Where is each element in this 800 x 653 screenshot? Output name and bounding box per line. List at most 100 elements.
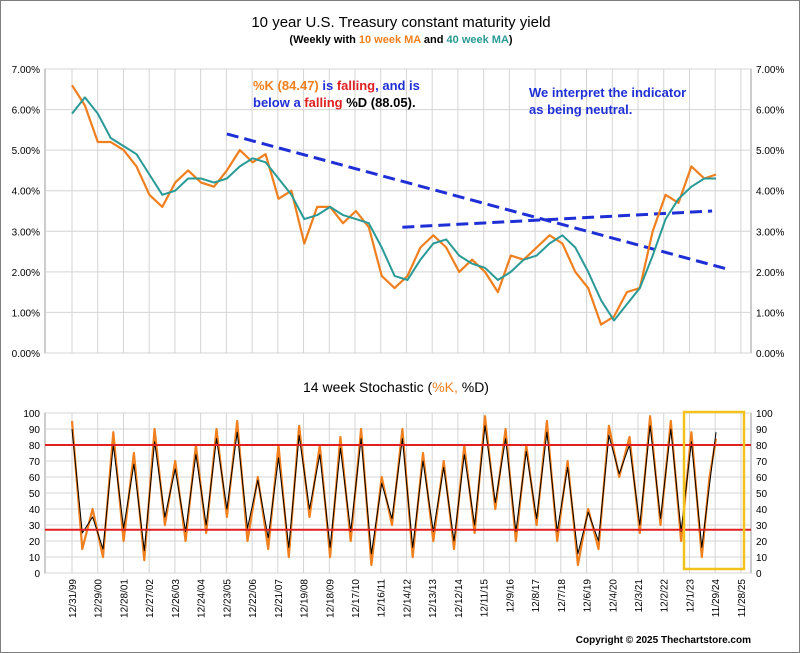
stochastic-ytick-label: 20 <box>756 537 768 548</box>
stochastic-ytick-label: 10 <box>29 553 41 564</box>
date-tick-label: 12/26/03 <box>171 579 182 618</box>
yield-ytick-label: 0.00% <box>756 349 784 360</box>
yield-ytick-label: 3.00% <box>756 227 784 238</box>
subtitle-ma40: 40 week MA <box>447 34 509 46</box>
date-tick-label: 12/21/07 <box>274 579 285 618</box>
date-tick-label: 12/14/12 <box>402 579 413 618</box>
stochastic-ytick-label: 90 <box>756 425 768 436</box>
date-tick-label: 12/31/99 <box>68 579 79 618</box>
k-value-text: %K (84.47) <box>253 78 319 93</box>
stochastic-ytick-label: 80 <box>29 441 41 452</box>
date-tick-label: 12/19/08 <box>300 579 311 618</box>
date-tick-label: 12/17/10 <box>351 579 362 618</box>
yield-ytick-label: 5.00% <box>12 146 40 157</box>
yield-ytick-label: 1.00% <box>756 308 784 319</box>
yield-ytick-label: 4.00% <box>12 187 40 198</box>
stochastic-ytick-label: 30 <box>756 521 768 532</box>
date-tick-label: 12/28/01 <box>119 579 130 618</box>
stoch-title-k: %K, <box>432 379 458 395</box>
subtitle-and: and <box>421 34 447 46</box>
stochastic-ytick-label: 50 <box>756 489 768 500</box>
yield-ytick-labels-right: 0.00% 1.00% 2.00% 3.00% 4.00% 5.00% 6.00% 7.00% <box>756 65 784 360</box>
stochastic-ytick-label: 0 <box>34 569 40 580</box>
date-tick-label: 12/22/06 <box>248 579 259 618</box>
k-falling-text: falling <box>337 78 375 93</box>
stochastic-ytick-label: 40 <box>29 505 41 516</box>
yield-series <box>71 84 717 326</box>
d-falling-text: falling <box>304 95 342 110</box>
d-line <box>71 425 717 555</box>
stochastic-reference-lines <box>45 444 751 531</box>
yield-ytick-label: 5.00% <box>756 146 784 157</box>
date-tick-label: 12/29/00 <box>94 579 105 618</box>
trendlines <box>226 132 731 272</box>
subtitle-prefix: (Weekly with <box>289 34 358 46</box>
yield-ytick-label: 6.00% <box>756 106 784 117</box>
stochastic-ytick-label: 50 <box>29 489 41 500</box>
yield-ytick-labels-left: 0.00% 1.00% 2.00% 3.00% 4.00% 5.00% 6.00% 7.00% <box>12 65 40 360</box>
yield-ytick-label: 0.00% <box>12 349 40 360</box>
stochastic-ytick-label: 90 <box>29 425 41 436</box>
date-tick-label: 12/4/20 <box>608 579 619 613</box>
stochastic-ytick-label: 30 <box>29 521 41 532</box>
date-tick-label: 12/13/13 <box>428 579 439 618</box>
date-tick-label: 12/23/05 <box>222 579 233 618</box>
date-tick-label: 12/7/18 <box>557 579 568 613</box>
stochastic-ytick-label: 70 <box>756 457 768 468</box>
trendline <box>402 209 713 229</box>
yield-ytick-label: 4.00% <box>756 187 784 198</box>
trendline <box>226 132 731 272</box>
stochastic-ytick-label: 70 <box>29 457 41 468</box>
date-tick-label: 12/11/15 <box>480 579 491 618</box>
stochastic-ytick-label: 60 <box>29 473 41 484</box>
date-tick-label: 12/8/17 <box>531 579 542 613</box>
yield-ytick-label: 7.00% <box>12 65 40 76</box>
yield-plot-frame <box>44 68 752 354</box>
yield-ytick-label: 7.00% <box>756 65 784 76</box>
stochastic-ytick-label: 10 <box>756 553 768 564</box>
yield-ytick-label: 2.00% <box>12 268 40 279</box>
highlight-box <box>682 410 746 571</box>
stochastic-ytick-label: 0 <box>756 569 762 580</box>
stochastic-ytick-label: 40 <box>756 505 768 516</box>
yield-ytick-label: 1.00% <box>12 308 40 319</box>
ma40-line <box>71 96 716 322</box>
date-tick-label: 12/24/04 <box>197 579 208 618</box>
date-tick-label: 12/3/21 <box>634 579 645 613</box>
stochastic-series <box>70 415 718 567</box>
yield-gridlines <box>45 68 751 354</box>
ma10-line <box>71 84 717 326</box>
stochastic-ytick-label: 100 <box>23 409 40 420</box>
k-and-text: , and is <box>375 78 420 93</box>
chart-subtitle: (Weekly with 10 week MA and 40 week MA) <box>289 34 513 46</box>
stoch-title-prefix: 14 week Stochastic ( <box>303 379 433 395</box>
stochastic-title: 14 week Stochastic (%K, %D) <box>303 379 489 395</box>
date-tick-label: 12/18/09 <box>325 579 336 618</box>
d-value-text: %D (88.05). <box>343 95 416 110</box>
k-is-text: is <box>319 78 337 93</box>
stochastic-ytick-labels-left: 0 10 20 30 40 50 60 70 80 90 100 <box>23 409 40 580</box>
neutral-annotation-line2: as being neutral. <box>529 102 632 117</box>
stochastic-ytick-labels-right: 0 10 20 30 40 50 60 70 80 90 100 <box>756 409 773 580</box>
date-tick-label: 12/16/11 <box>377 579 388 618</box>
subtitle-suffix: ) <box>509 34 513 46</box>
date-tick-label: 12/1/23 <box>685 579 696 613</box>
date-tick-labels: 12/31/99 12/29/00 12/28/01 12/27/02 12/26/03… <box>68 579 748 618</box>
subtitle-ma10: 10 week MA <box>359 34 421 46</box>
chart-title: 10 year U.S. Treasury constant maturity … <box>251 14 550 31</box>
copyright: Copyright © 2025 Thechartstore.com <box>576 635 751 646</box>
stochastic-ytick-label: 20 <box>29 537 41 548</box>
date-tick-label: 12/9/16 <box>505 579 516 613</box>
below-text: below a <box>253 95 304 110</box>
yield-ytick-label: 6.00% <box>12 106 40 117</box>
stochastic-ytick-label: 100 <box>756 409 773 420</box>
date-tick-label: 11/29/24 <box>711 579 722 618</box>
k-annotation-line1: %K (84.47) is falling, and is <box>253 78 420 93</box>
date-tick-label: 12/12/14 <box>454 579 465 618</box>
stochastic-ytick-label: 80 <box>756 441 768 452</box>
date-tick-label: 12/2/22 <box>660 579 671 613</box>
neutral-annotation-line1: We interpret the indicator <box>529 85 686 100</box>
date-tick-label: 12/6/19 <box>583 579 594 613</box>
